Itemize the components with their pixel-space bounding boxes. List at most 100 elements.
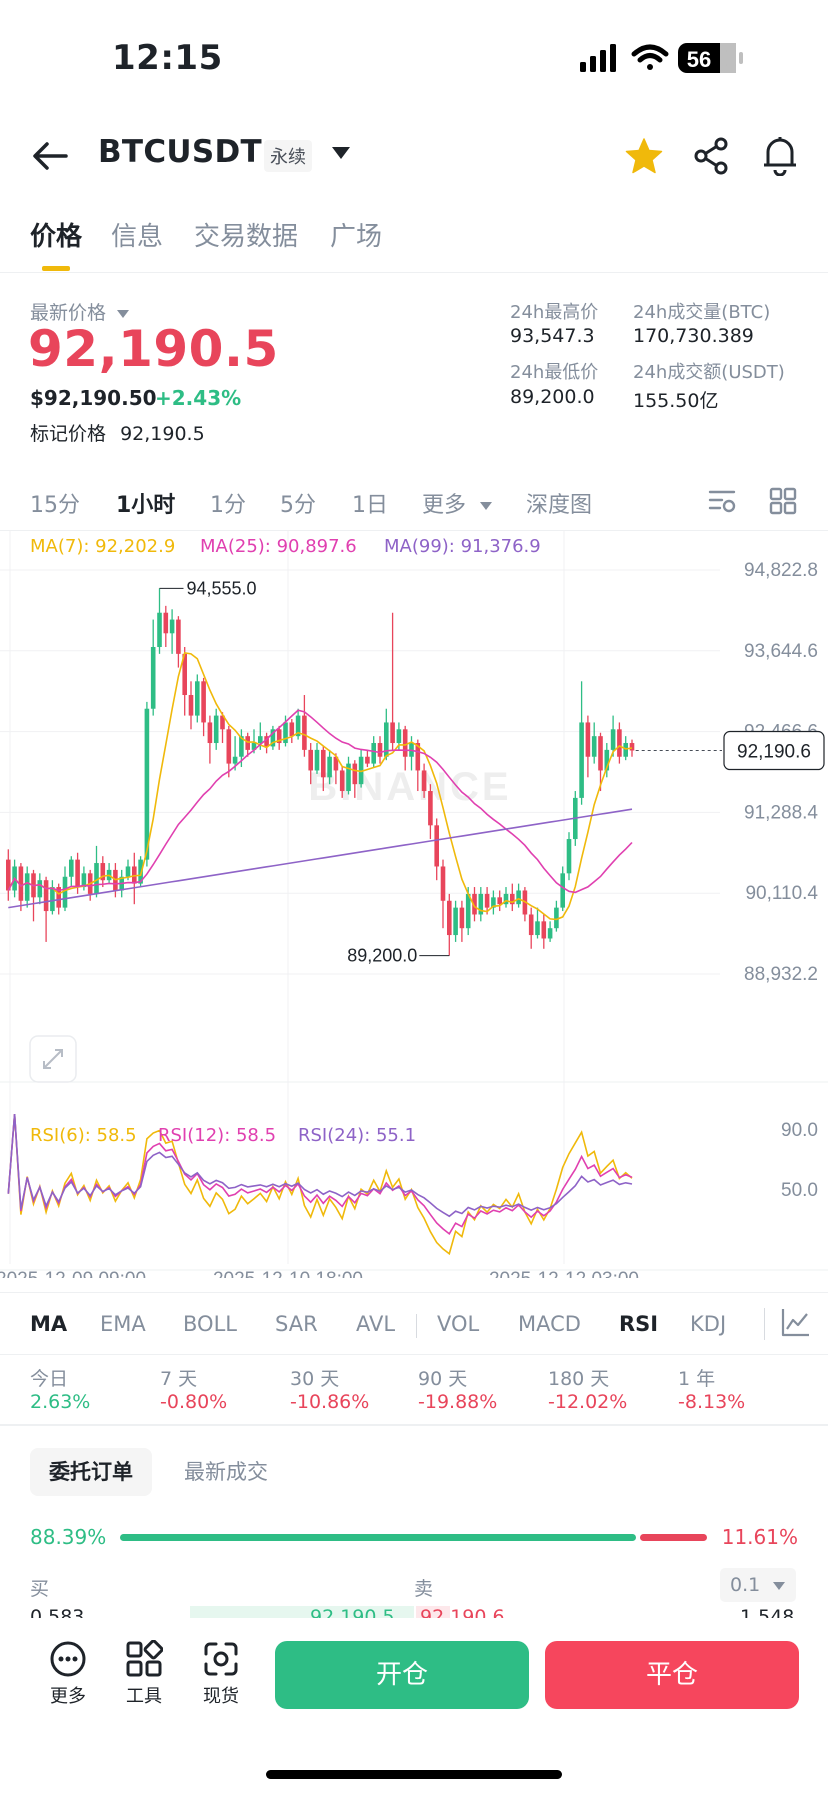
candle-body: [535, 921, 540, 936]
performance-value: -0.80%: [160, 1391, 228, 1413]
back-arrow-icon[interactable]: [30, 136, 70, 176]
candle-body: [6, 859, 11, 891]
candle-body: [220, 715, 225, 730]
interval-1d[interactable]: 1日: [352, 493, 388, 518]
status-time: 12:15: [112, 38, 223, 78]
candle-body: [24, 873, 30, 901]
candle-body: [62, 876, 68, 908]
indicator-vol[interactable]: VOL: [437, 1312, 480, 1336]
candle-body: [371, 743, 376, 764]
performance-label: 今日: [30, 1368, 69, 1390]
indicator-boll[interactable]: BOLL: [183, 1312, 237, 1336]
candle-body: [478, 893, 484, 915]
candle-body: [339, 770, 345, 792]
candle-body: [176, 619, 181, 654]
ma99-line: [8, 808, 633, 909]
interval-1m[interactable]: 1分: [210, 493, 246, 518]
spot-button[interactable]: 现货: [191, 1640, 251, 1720]
layout-grid-icon[interactable]: [768, 486, 798, 516]
more-button[interactable]: 更多: [38, 1640, 98, 1720]
candle-body: [528, 914, 534, 936]
chart-settings-icon[interactable]: [708, 486, 738, 516]
orderbook-divider: [0, 1424, 828, 1426]
candlestick-chart[interactable]: 94,822.893,644.692,466.691,288.490,110.4…: [0, 530, 828, 1278]
candle-body: [314, 749, 320, 771]
battery-icon: 56: [678, 43, 743, 73]
expand-icon: [43, 1049, 63, 1069]
candle-body: [396, 729, 402, 744]
candle-body: [81, 873, 87, 888]
usd-price: $92,190.50: [30, 386, 157, 410]
rsi24-legend: RSI(24): 55.1: [298, 1125, 417, 1146]
interval-1h[interactable]: 1小时: [116, 493, 176, 518]
interval-15m[interactable]: 15分: [30, 493, 80, 518]
open-position-button[interactable]: 开仓: [275, 1641, 529, 1709]
tab-price[interactable]: 价格: [30, 222, 83, 252]
candle-body: [295, 715, 301, 737]
tools-grid-icon: [126, 1639, 164, 1677]
ma25-legend: MA(25): 90,897.6: [200, 536, 357, 557]
symbol-title[interactable]: BTCUSDT: [98, 134, 263, 170]
candle-body: [251, 743, 257, 750]
candle-body: [591, 736, 597, 757]
indicator-rsi[interactable]: RSI: [619, 1312, 659, 1336]
mark-price-label: 标记价格: [30, 423, 107, 445]
candle-body: [377, 743, 383, 757]
contract-type-badge: 永续: [264, 140, 312, 172]
candle-body: [232, 756, 238, 764]
indicator-ma[interactable]: MA: [30, 1312, 68, 1336]
indicator-avl[interactable]: AVL: [356, 1312, 396, 1336]
rsi-tick-label: 50.0: [781, 1180, 818, 1201]
candle-body: [188, 695, 194, 716]
orderbook-tab-trades[interactable]: 最新成交: [184, 1460, 268, 1484]
depth-chart-tab[interactable]: 深度图: [526, 493, 593, 518]
close-position-button[interactable]: 平仓: [545, 1641, 799, 1709]
home-indicator: [266, 1770, 562, 1779]
caret-down-icon[interactable]: [330, 145, 352, 161]
candle-body: [207, 722, 213, 744]
candle-body: [629, 743, 635, 751]
indicator-settings-icon[interactable]: [780, 1306, 812, 1338]
candle-body: [579, 722, 584, 798]
indicator-kdj[interactable]: KDJ: [690, 1312, 727, 1336]
status-icons: 56: [580, 43, 743, 73]
price-change-percent: +2.43%: [155, 386, 242, 410]
buy-ratio-percent: 88.39%: [30, 1525, 107, 1549]
interval-more[interactable]: 更多: [422, 487, 493, 519]
indicator-top-divider: [0, 1292, 828, 1293]
orderbook-tab-orders[interactable]: 委托订单: [30, 1448, 152, 1496]
binance-watermark: BINANCE: [308, 765, 511, 809]
notification-bell-icon[interactable]: [760, 134, 800, 176]
indicator-ema[interactable]: EMA: [100, 1312, 146, 1336]
candle-body: [541, 921, 547, 939]
latest-price-label[interactable]: 最新价格: [30, 298, 130, 325]
more-dots-icon: [50, 1641, 86, 1677]
candle-body: [428, 791, 433, 826]
ma99-legend: MA(99): 91,376.9: [384, 536, 541, 557]
indicator-sar[interactable]: SAR: [275, 1312, 318, 1336]
orderbook-sell-label: 卖: [414, 1578, 434, 1600]
tab-info[interactable]: 信息: [111, 222, 164, 252]
tools-button[interactable]: 工具: [114, 1639, 174, 1720]
candle-body: [94, 863, 99, 894]
performance-label: 1 年: [678, 1368, 716, 1390]
tab-trading-data[interactable]: 交易数据: [194, 222, 299, 252]
interval-5m[interactable]: 5分: [280, 493, 316, 518]
favorite-star-icon[interactable]: [624, 136, 664, 176]
buy-ratio-bar: [120, 1534, 636, 1541]
candle-body: [472, 893, 477, 915]
orderbook-buy-label: 买: [30, 1578, 50, 1600]
candle-body: [384, 722, 389, 757]
candle-body: [421, 770, 427, 792]
tools-label: 工具: [126, 1686, 162, 1707]
precision-select[interactable]: 0.1: [720, 1568, 796, 1602]
candle-body: [75, 859, 80, 888]
tab-square[interactable]: 广场: [330, 222, 383, 252]
sell-ratio-bar: [640, 1534, 707, 1541]
candle-body: [258, 736, 263, 744]
candle-body: [321, 749, 326, 778]
share-icon[interactable]: [692, 136, 732, 176]
performance-value: 2.63%: [30, 1391, 91, 1413]
high-24h-label: 24h最高价: [510, 302, 599, 323]
indicator-macd[interactable]: MACD: [518, 1312, 581, 1336]
